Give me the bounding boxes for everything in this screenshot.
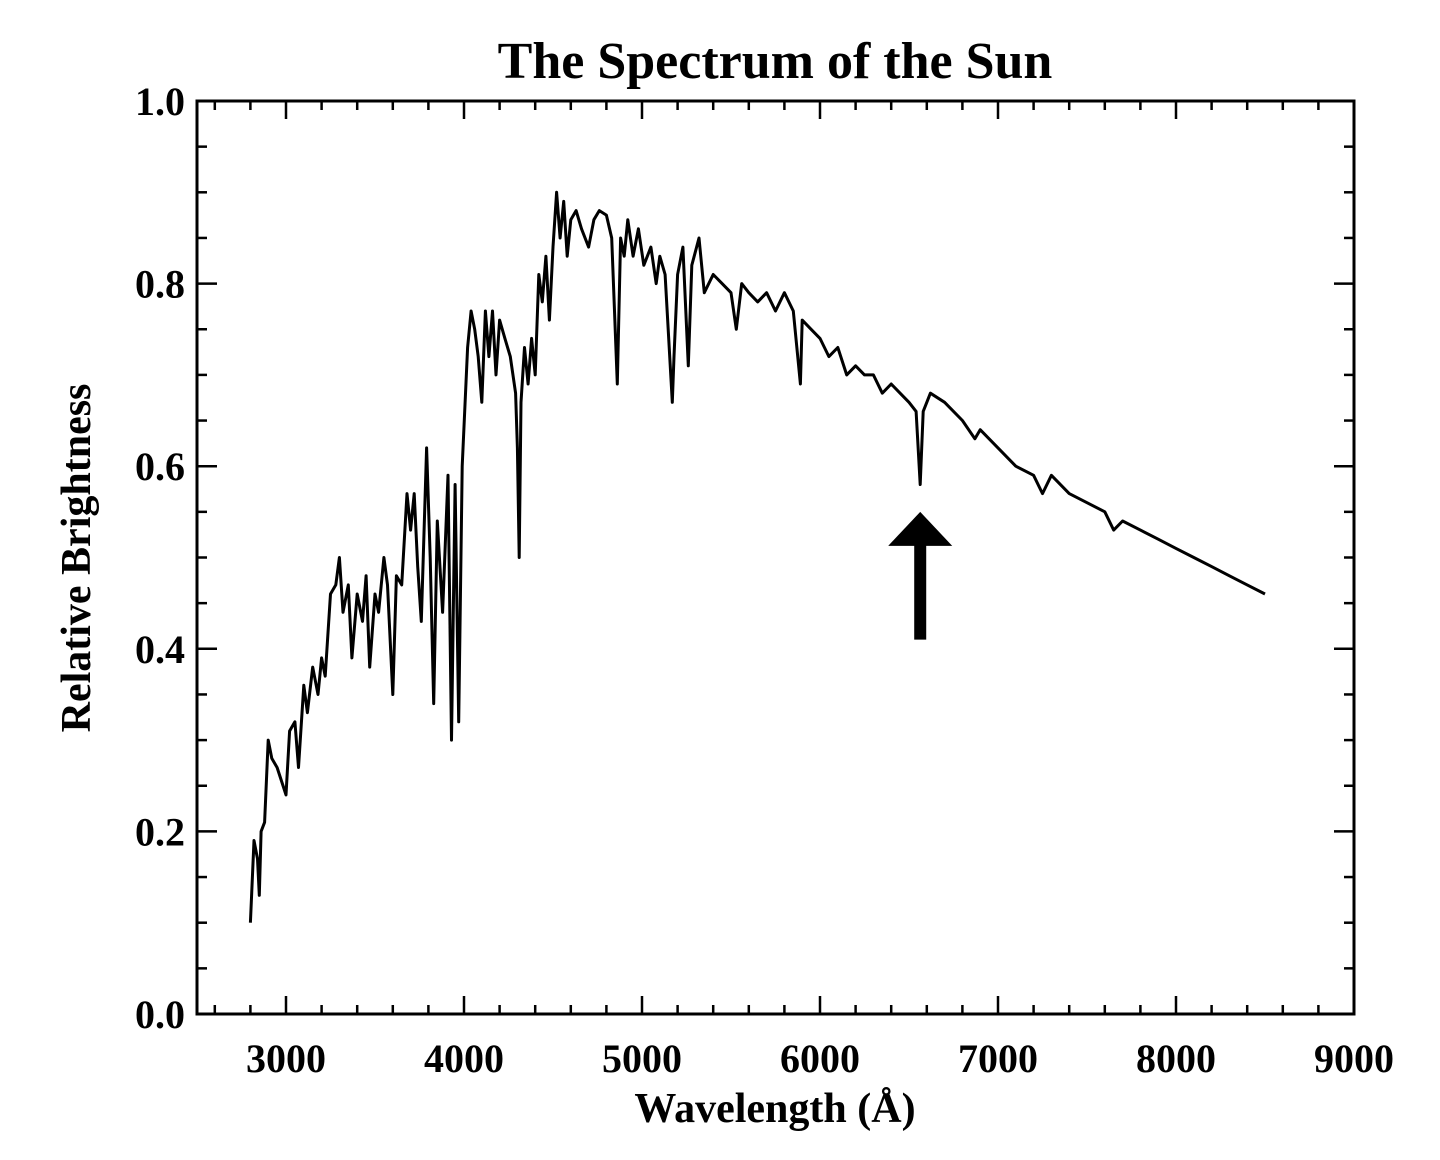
- y-tick-label: 0.8: [135, 262, 185, 307]
- arrow-annotation: [888, 511, 953, 640]
- x-axis-label: Wavelength (Å): [634, 1086, 915, 1132]
- x-tick-label: 8000: [1136, 1036, 1216, 1081]
- y-tick-label: 0.4: [135, 627, 185, 672]
- plot-frame: [195, 99, 1356, 1016]
- x-tick-label: 4000: [424, 1036, 504, 1081]
- x-tick-label: 3000: [246, 1036, 326, 1081]
- x-tick-label: 9000: [1314, 1036, 1394, 1081]
- y-tick-label: 1.0: [135, 79, 185, 124]
- y-tick-label: 0.2: [135, 809, 185, 854]
- y-tick-label: 0.0: [135, 992, 185, 1037]
- chart-title: The Spectrum of the Sun: [498, 33, 1053, 90]
- x-tick-label: 5000: [602, 1036, 682, 1081]
- x-axis: 3000 4000 5000 6000 7000 8000 9000: [213, 101, 1394, 1081]
- y-axis-label: Relative Brightness: [54, 384, 100, 733]
- x-tick-label: 6000: [780, 1036, 860, 1081]
- plot-area: [195, 99, 1356, 1016]
- y-axis: 0.0 0.2 0.4 0.6 0.8 1.0: [135, 79, 1354, 1037]
- arrow-head-icon: [888, 511, 953, 546]
- x-tick-label: 7000: [958, 1036, 1038, 1081]
- y-tick-label: 0.6: [135, 444, 185, 489]
- spectrum-line: [248, 190, 1266, 923]
